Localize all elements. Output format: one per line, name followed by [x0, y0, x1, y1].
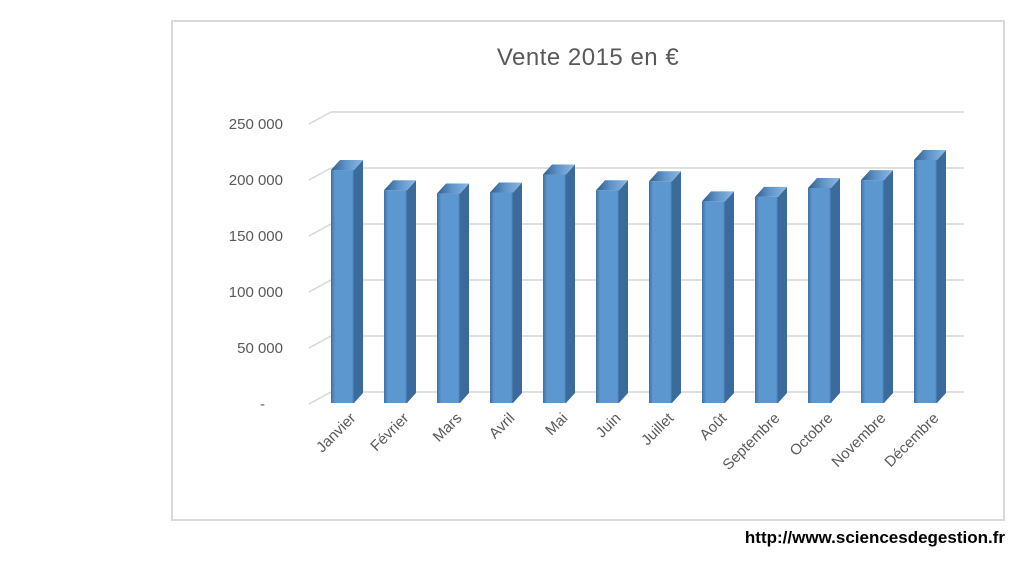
bar-front-face [437, 193, 460, 403]
bar-side-face [672, 171, 681, 403]
bar-février [384, 180, 416, 403]
bar-front-face [331, 170, 354, 403]
bar-side-face [460, 183, 469, 403]
bar-juin [596, 180, 628, 403]
bar-septembre [755, 186, 787, 403]
y-axis-tick-label: 250 000 [229, 116, 283, 133]
chart-title: Vente 2015 en € [496, 44, 680, 71]
bar-front-face [384, 190, 407, 403]
bar-front-face [596, 190, 619, 403]
bar-front-face [649, 181, 672, 403]
y-axis-tick-label: 100 000 [229, 284, 283, 301]
bar-side-face [937, 149, 946, 403]
x-axis-label: Mai [542, 410, 571, 439]
footer-url: http://www.sciencesdegestion.fr [744, 528, 1005, 547]
bar-juillet [649, 171, 681, 403]
bar-janvier [331, 160, 363, 403]
bar-août [702, 191, 734, 403]
y-axis-tick-label: - [260, 396, 265, 413]
x-axis-label: Septembre [719, 410, 783, 474]
bar-side-face [566, 164, 575, 403]
x-axis-label: Avril [486, 410, 518, 442]
gridline-group [308, 335, 964, 349]
y-axis-tick-label: 50 000 [237, 340, 283, 357]
bar-side-face [884, 170, 893, 403]
bar-octobre [808, 177, 840, 403]
bar-top-face [437, 183, 469, 194]
bar-top-face [914, 149, 946, 160]
bar-front-face [755, 196, 778, 403]
bar-top-face [543, 164, 575, 175]
gridline-slant [308, 335, 332, 349]
bar-top-face [649, 171, 681, 182]
y-axis-tick-label: 150 000 [229, 228, 283, 245]
x-axis-label: Décembre [881, 410, 942, 471]
bar-décembre [914, 149, 946, 403]
x-axis-label: Juillet [638, 409, 678, 449]
x-axis-label: Août [696, 409, 730, 443]
bar-front-face [861, 180, 884, 403]
gridline-group [308, 391, 964, 405]
gridline-slant [308, 279, 332, 293]
gridline-slant [308, 223, 332, 237]
gridline-group [308, 167, 964, 181]
bar-top-face [861, 170, 893, 181]
bar-front-face [490, 192, 513, 403]
bar-front-face [914, 159, 937, 403]
bar-front-face [808, 187, 831, 403]
x-axis-label: Mars [430, 410, 466, 446]
x-axis-label: Novembre [828, 410, 889, 471]
gridline-group [308, 111, 964, 125]
bar-avril [490, 182, 522, 403]
bar-side-face [619, 180, 628, 403]
y-axis-tick-label: 200 000 [229, 172, 283, 189]
gridline-slant [308, 167, 332, 181]
bar-top-face [755, 186, 787, 197]
chart-panel: Vente 2015 en € 250 000 200 000 150 000 100… [171, 20, 1005, 521]
bar-front-face [543, 174, 566, 403]
bar-top-face [490, 182, 522, 193]
gridline-group [308, 223, 964, 237]
gridline-slant [308, 111, 332, 125]
bar-front-face [702, 201, 725, 403]
bar-side-face [831, 177, 840, 403]
bar-side-face [725, 191, 734, 403]
bar-chart-plot-area: 250 000 200 000 150 000 100 000 50 000 - Janvi… [229, 111, 964, 474]
bar-top-face [384, 180, 416, 191]
gridline-slant [308, 391, 332, 405]
bar-top-face [702, 191, 734, 202]
x-axis-label: Octobre [787, 410, 837, 460]
gridline-group [308, 279, 964, 293]
bar-top-face [331, 160, 363, 171]
bar-top-face [596, 180, 628, 191]
bar-top-face [808, 177, 840, 188]
bar-side-face [513, 182, 522, 403]
bar-mai [543, 164, 575, 403]
x-axis-label: Février [367, 410, 412, 455]
bar-side-face [354, 160, 363, 403]
bar-side-face [407, 180, 416, 403]
x-axis-label: Janvier [313, 410, 359, 456]
bar-novembre [861, 170, 893, 403]
x-axis-label: Juin [593, 410, 624, 441]
bar-mars [437, 183, 469, 403]
bar-side-face [778, 186, 787, 403]
